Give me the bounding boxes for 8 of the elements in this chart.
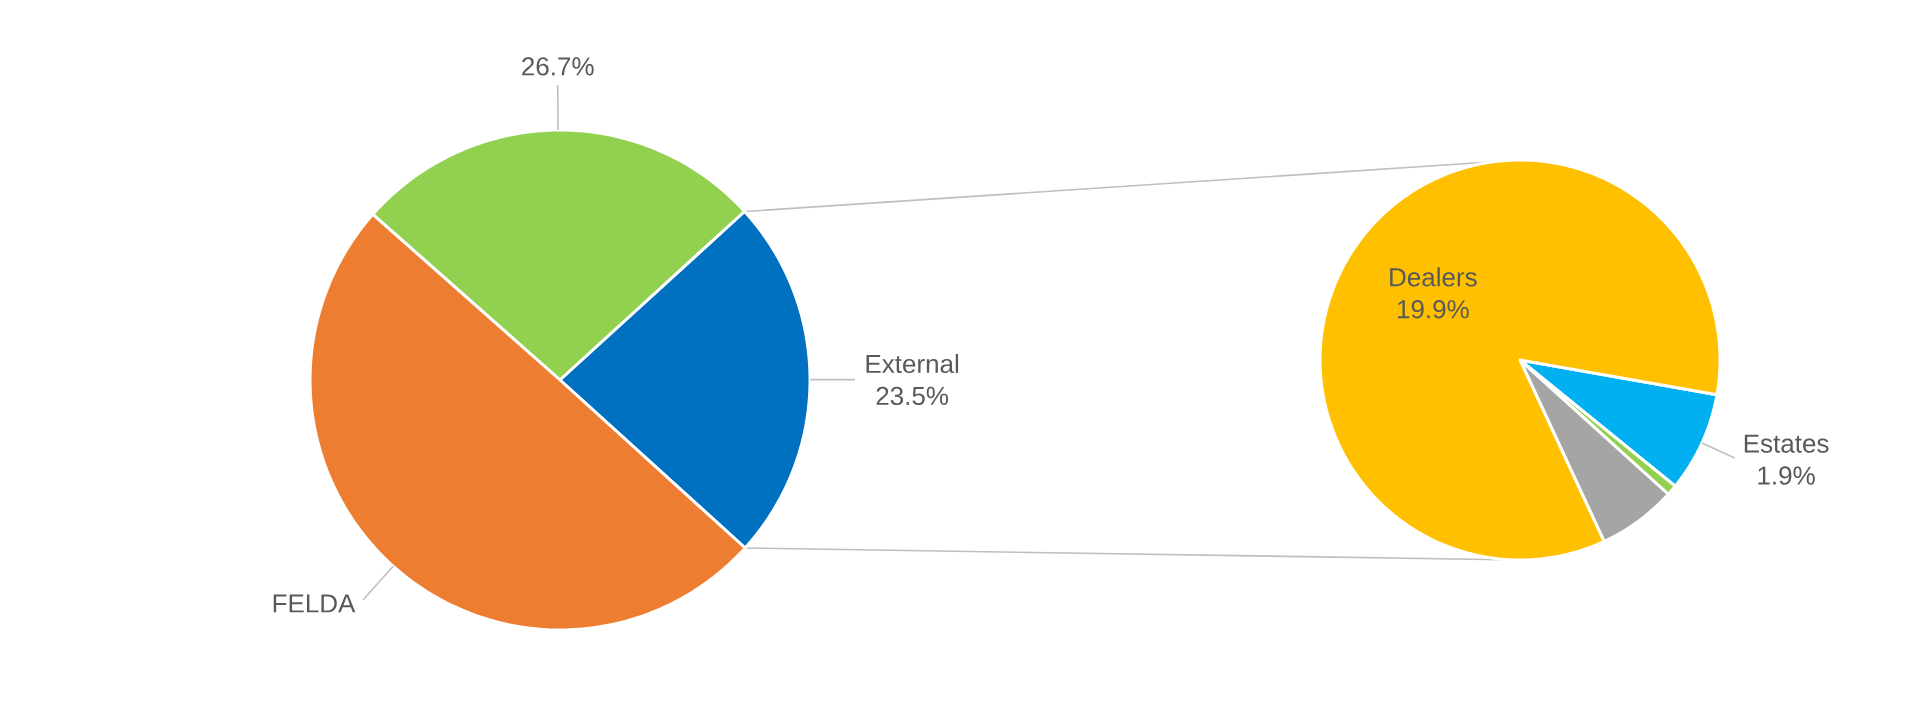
data-label: 26.7% [522, 57, 594, 76]
slice-label: FELDA [273, 594, 356, 613]
slice-label: Dealers [1390, 267, 1477, 287]
slice-label: Estates [1744, 434, 1829, 453]
data-label: 23.5% [876, 386, 949, 406]
slice-label: External [866, 354, 959, 374]
data-label: 1.9% [1758, 466, 1815, 485]
data-label: 19.9% [1397, 300, 1469, 319]
